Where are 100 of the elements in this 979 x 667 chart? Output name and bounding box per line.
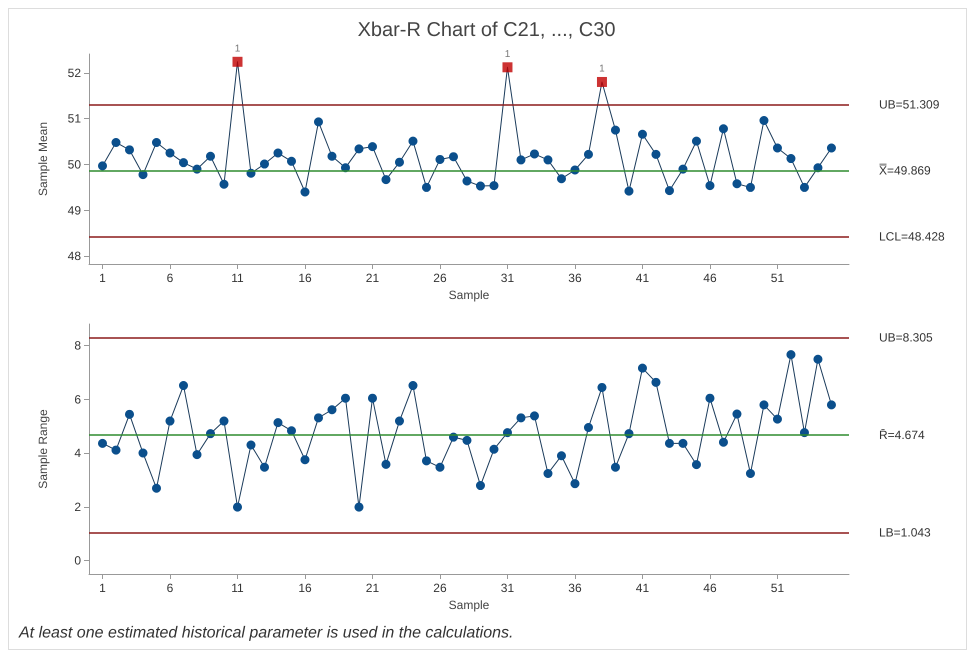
x-tick-label: 16 — [298, 581, 312, 595]
y-tick-label: 4 — [74, 446, 82, 460]
point — [273, 418, 282, 428]
point — [584, 422, 593, 432]
x-axis-title: Sample — [448, 598, 490, 612]
point — [166, 148, 174, 158]
point — [381, 175, 390, 184]
point — [638, 130, 647, 139]
point — [759, 400, 768, 410]
x-tick-label: 6 — [166, 271, 174, 285]
point — [98, 161, 107, 170]
point — [300, 188, 310, 197]
point — [705, 181, 714, 190]
point — [125, 410, 134, 419]
point — [530, 411, 539, 420]
point — [462, 176, 472, 186]
point — [543, 468, 552, 478]
point — [516, 413, 526, 422]
point — [813, 354, 822, 364]
point — [327, 405, 336, 414]
point — [260, 160, 269, 169]
point — [786, 154, 796, 164]
point — [476, 182, 485, 191]
x-tick-label: 41 — [636, 271, 650, 285]
point — [543, 155, 552, 164]
point — [368, 142, 377, 152]
point — [179, 381, 188, 390]
point — [260, 462, 269, 472]
point — [718, 124, 728, 134]
point — [705, 394, 714, 403]
point — [732, 179, 742, 188]
y-axis-title: Sample Mean — [36, 122, 50, 196]
x-tick-label: 11 — [231, 271, 244, 285]
point — [435, 154, 444, 164]
point — [327, 152, 336, 161]
x-axis-title: Sample — [448, 288, 490, 302]
point — [597, 382, 606, 392]
point — [179, 158, 188, 168]
x-tick-label: 46 — [703, 271, 717, 285]
ref-line-label: LB=1.043 — [879, 526, 932, 540]
y-tick-label: 0 — [74, 554, 82, 568]
point — [448, 152, 458, 162]
point — [340, 394, 350, 403]
x-tick-label: 51 — [770, 271, 784, 285]
point — [98, 438, 107, 448]
point — [610, 126, 620, 135]
point — [732, 410, 742, 419]
point — [152, 484, 161, 493]
x-tick-label: 51 — [770, 581, 784, 595]
point — [570, 479, 580, 488]
point — [718, 438, 728, 447]
x-tick-label: 36 — [568, 581, 582, 595]
x-tick-label: 21 — [366, 271, 380, 285]
x-tick-label: 46 — [703, 581, 717, 595]
text: At least one estimated historical parameter is used in the calculations. — [18, 624, 514, 642]
point — [220, 416, 228, 426]
point — [462, 436, 472, 445]
point — [556, 451, 566, 460]
point — [826, 400, 836, 410]
point — [138, 448, 148, 458]
ref-line-label: UB=8.305 — [879, 330, 934, 344]
point — [233, 502, 242, 512]
x-tick-label: 1 — [99, 271, 106, 285]
point — [112, 138, 120, 147]
point — [232, 56, 242, 67]
x-tick-label: 26 — [433, 271, 447, 285]
point — [800, 182, 809, 192]
point — [678, 438, 688, 448]
point — [422, 182, 431, 192]
ref-line-label: UB=51.309 — [879, 97, 940, 112]
point — [246, 440, 256, 450]
x-tick-label: 31 — [500, 581, 514, 595]
point — [596, 76, 607, 87]
point — [746, 182, 755, 192]
point — [610, 462, 620, 472]
y-tick-label: 50 — [68, 158, 82, 172]
point — [354, 502, 364, 512]
y-tick-label: 2 — [74, 500, 82, 514]
y-tick-label: 8 — [74, 338, 82, 353]
annotation: 1 — [599, 63, 606, 74]
point — [651, 378, 660, 387]
point — [530, 149, 539, 158]
point — [664, 438, 674, 448]
point — [746, 468, 755, 478]
annotation: 1 — [234, 43, 241, 54]
point — [772, 144, 782, 152]
x-tick-label: 16 — [298, 271, 312, 285]
point — [692, 136, 701, 146]
point — [300, 455, 310, 464]
y-tick-label: 52 — [68, 66, 82, 80]
ref-line-label: R̄=4.674 — [879, 428, 926, 442]
point — [354, 144, 364, 154]
point — [381, 460, 390, 469]
point — [489, 181, 498, 190]
ref-line-label: X̿=49.869 — [878, 163, 932, 178]
point — [152, 138, 161, 147]
point — [584, 150, 593, 159]
point — [368, 394, 377, 403]
y-tick-label: 48 — [68, 249, 82, 264]
point — [394, 416, 404, 426]
